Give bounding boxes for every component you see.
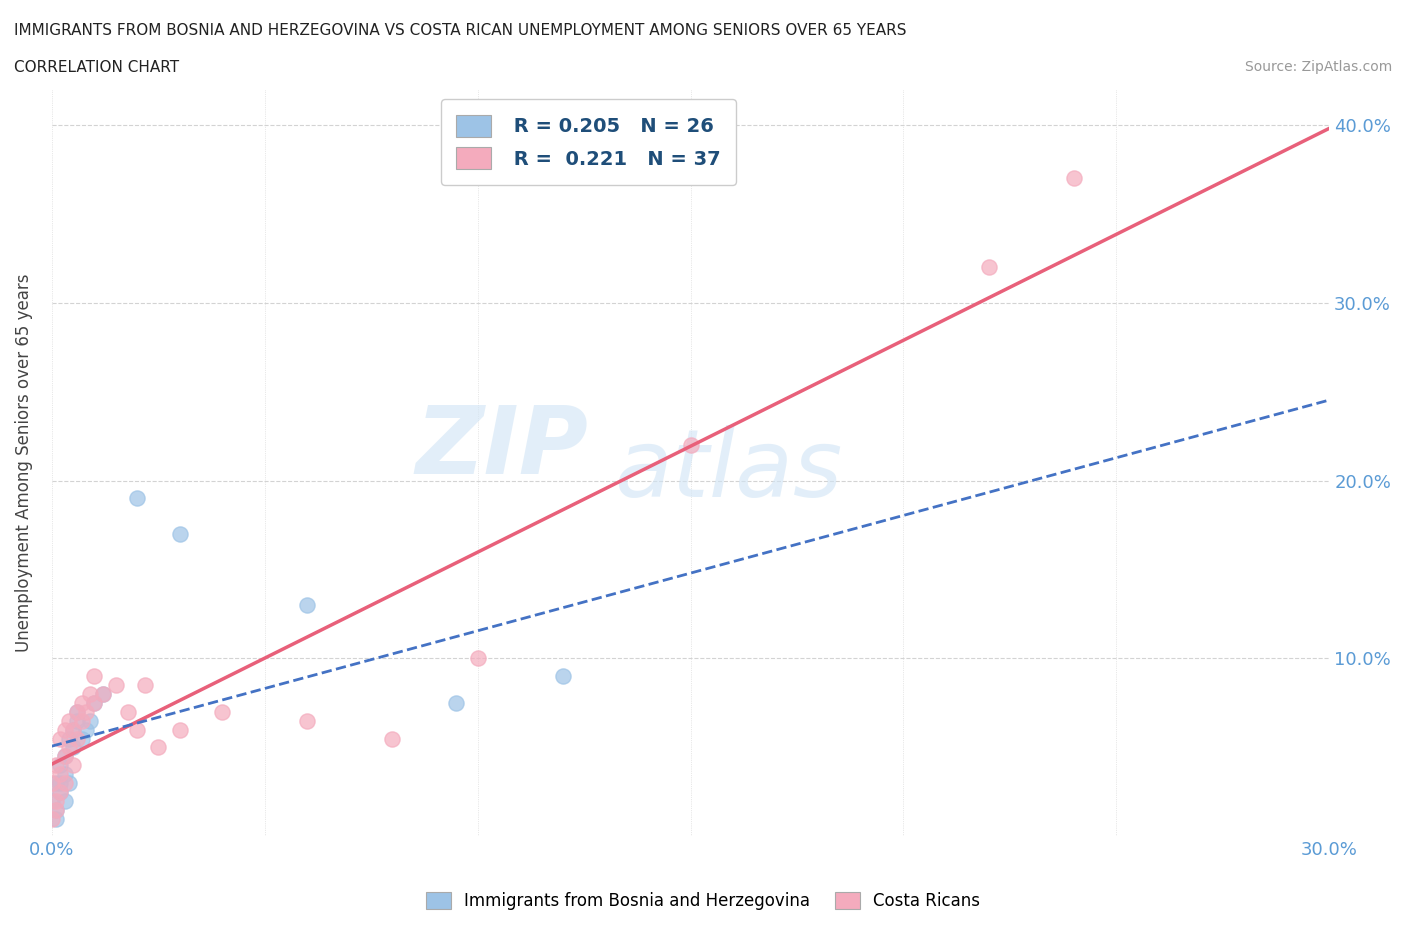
Point: [1063, 171, 1085, 186]
Point: [53, 723, 76, 737]
Point: [45, 758, 67, 773]
Text: CORRELATION CHART: CORRELATION CHART: [14, 60, 179, 75]
Point: [66, 704, 89, 719]
Legend:  R = 0.205   N = 26,  R =  0.221   N = 37: R = 0.205 N = 26, R = 0.221 N = 37: [440, 100, 735, 185]
Text: Source: ZipAtlas.com: Source: ZipAtlas.com: [1244, 60, 1392, 74]
Point: [83, 696, 105, 711]
Point: [49, 784, 72, 799]
Point: [134, 678, 156, 693]
Point: [49, 731, 72, 746]
Point: [148, 740, 170, 755]
Point: [62, 723, 84, 737]
Point: [58, 713, 80, 728]
Point: [91, 686, 114, 701]
Point: [169, 723, 191, 737]
Point: [211, 704, 233, 719]
Y-axis label: Unemployment Among Seniors over 65 years: Unemployment Among Seniors over 65 years: [15, 273, 32, 652]
Point: [62, 740, 84, 755]
Point: [45, 803, 67, 817]
Point: [104, 678, 127, 693]
Point: [49, 758, 72, 773]
Point: [70, 713, 93, 728]
Point: [49, 776, 72, 790]
Point: [83, 696, 105, 711]
Point: [49, 766, 72, 781]
Point: [83, 669, 105, 684]
Point: [467, 651, 489, 666]
Point: [45, 803, 67, 817]
Point: [75, 704, 97, 719]
Point: [58, 740, 80, 755]
Point: [41, 776, 63, 790]
Point: [45, 776, 67, 790]
Point: [75, 723, 97, 737]
Point: [679, 438, 702, 453]
Point: [45, 811, 67, 826]
Point: [381, 731, 404, 746]
Point: [297, 713, 319, 728]
Point: [79, 686, 101, 701]
Point: [62, 723, 84, 737]
Point: [977, 259, 1000, 274]
Point: [62, 758, 84, 773]
Point: [45, 793, 67, 808]
Point: [66, 713, 89, 728]
Point: [551, 669, 574, 684]
Point: [66, 731, 89, 746]
Point: [117, 704, 139, 719]
Point: [53, 749, 76, 764]
Point: [297, 598, 319, 613]
Point: [91, 686, 114, 701]
Point: [125, 491, 148, 506]
Point: [70, 696, 93, 711]
Point: [169, 526, 191, 541]
Point: [41, 811, 63, 826]
Point: [66, 704, 89, 719]
Text: IMMIGRANTS FROM BOSNIA AND HERZEGOVINA VS COSTA RICAN UNEMPLOYMENT AMONG SENIORS: IMMIGRANTS FROM BOSNIA AND HERZEGOVINA V…: [14, 23, 907, 38]
Point: [79, 713, 101, 728]
Point: [49, 784, 72, 799]
Text: atlas: atlas: [614, 425, 842, 516]
Point: [53, 793, 76, 808]
Point: [125, 723, 148, 737]
Point: [58, 731, 80, 746]
Point: [53, 766, 76, 781]
Text: ZIP: ZIP: [415, 402, 588, 494]
Point: [70, 731, 93, 746]
Point: [53, 749, 76, 764]
Point: [446, 696, 468, 711]
Legend: Immigrants from Bosnia and Herzegovina, Costa Ricans: Immigrants from Bosnia and Herzegovina, …: [419, 885, 987, 917]
Point: [58, 776, 80, 790]
Point: [53, 776, 76, 790]
Point: [41, 793, 63, 808]
